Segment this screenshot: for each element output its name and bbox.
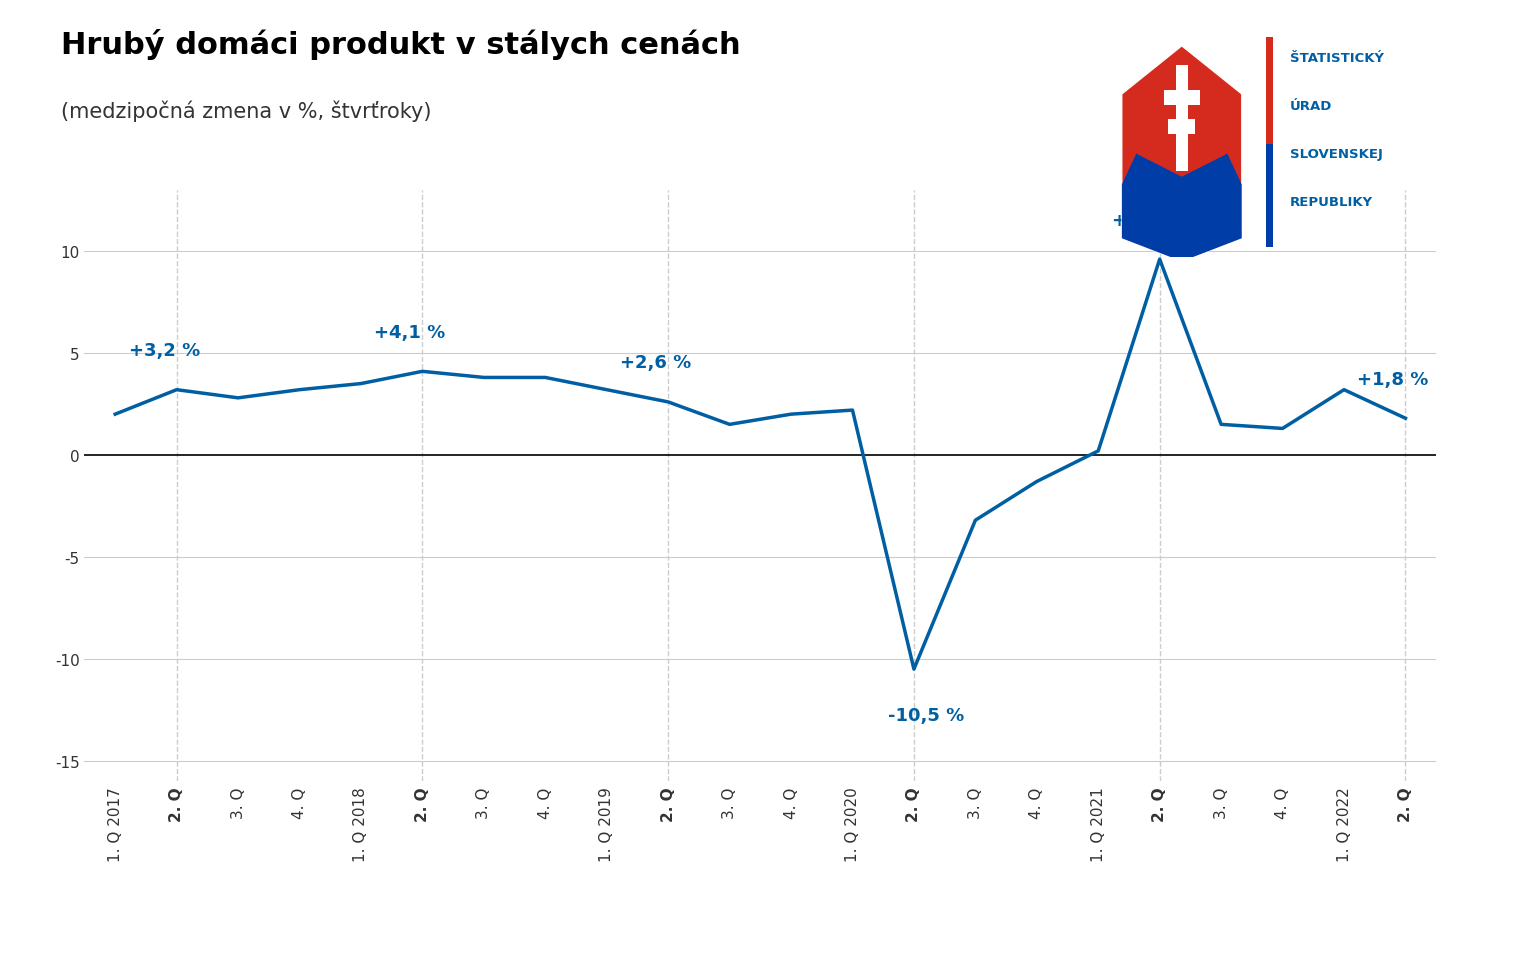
Text: Hrubý domáci produkt v stálych cenách: Hrubý domáci produkt v stálych cenách xyxy=(61,29,740,59)
Text: +1,8 %: +1,8 % xyxy=(1358,371,1428,388)
Polygon shape xyxy=(1121,47,1241,262)
Polygon shape xyxy=(1121,154,1241,262)
Text: +2,6 %: +2,6 % xyxy=(621,354,691,372)
Text: +9,6 %: +9,6 % xyxy=(1112,212,1183,230)
Bar xyxy=(1266,145,1273,248)
Text: ÚRAD: ÚRAD xyxy=(1290,99,1332,112)
Text: ŠTATISTICKÝ: ŠTATISTICKÝ xyxy=(1290,51,1384,65)
Text: REPUBLIKY: REPUBLIKY xyxy=(1290,195,1373,209)
Text: (medziроčná zmena v %, štvrťroky): (medziроčná zmena v %, štvrťroky) xyxy=(61,100,432,122)
Bar xyxy=(1169,119,1195,134)
Bar xyxy=(1266,38,1273,248)
Bar xyxy=(1164,91,1200,106)
Text: -10,5 %: -10,5 % xyxy=(888,706,965,724)
Text: +3,2 %: +3,2 % xyxy=(129,342,200,359)
Text: SLOVENSKEJ: SLOVENSKEJ xyxy=(1290,148,1382,160)
Text: +4,1 %: +4,1 % xyxy=(375,323,445,341)
Bar xyxy=(1177,66,1187,172)
